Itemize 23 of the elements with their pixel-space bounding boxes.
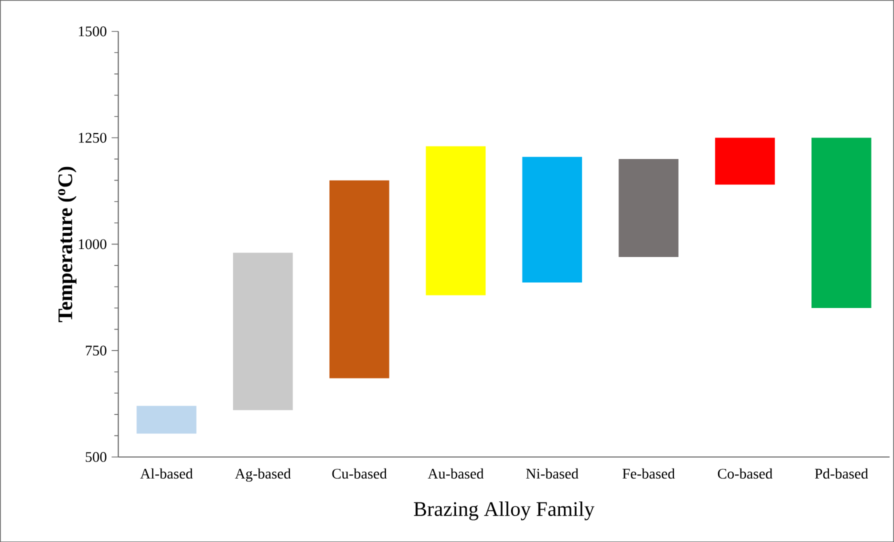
bar	[715, 138, 775, 184]
x-tick-label: Ag-based	[234, 468, 291, 482]
y-tick-label: 1000	[78, 239, 106, 249]
x-tick-label: Ni-based	[526, 468, 578, 479]
x-tick-label: Au-based	[428, 468, 484, 479]
x-tick-label: Al-based	[140, 468, 193, 479]
bar	[426, 146, 486, 296]
x-tick-label: Fe-based	[622, 468, 675, 479]
y-tick-label: 750	[86, 345, 106, 356]
bar	[812, 138, 872, 308]
y-tick-label: 1500	[78, 26, 106, 36]
bar	[618, 158, 678, 257]
bar	[136, 406, 196, 434]
x-axis-title: Brazing Alloy Family	[414, 501, 594, 520]
x-tick-label: Pd-based	[814, 468, 868, 479]
x-tick-label: Cu-based	[332, 468, 387, 479]
bar	[329, 180, 390, 378]
bar	[233, 252, 293, 410]
y-tick-label: 1250	[78, 132, 106, 143]
x-tick-label: Co-based	[718, 468, 772, 479]
bar	[522, 156, 582, 282]
y-tick-label: 500	[86, 452, 106, 462]
y-axis-title: Temperature ($^{o}$C)	[58, 166, 76, 322]
